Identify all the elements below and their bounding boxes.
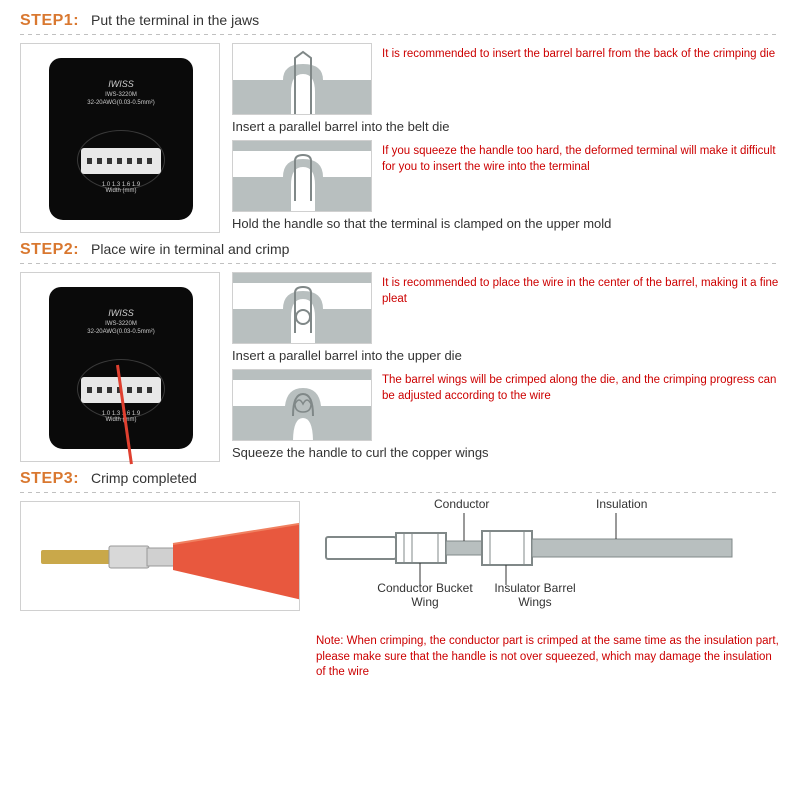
- step2-note-2: The barrel wings will be crimped along t…: [382, 369, 780, 404]
- step1-note-1: It is recommended to insert the barrel b…: [382, 43, 780, 63]
- tool-model: IWS-3220M: [49, 91, 193, 99]
- tool-brand: IWISS: [49, 78, 193, 91]
- tool-width-label: Width (mm): [106, 188, 137, 194]
- step1-diagram-2: [232, 140, 372, 212]
- conductor-diagram: Conductor Insulation Conductor Bucket Wi…: [316, 501, 780, 681]
- step3-label: STEP3:: [20, 470, 79, 488]
- step1-label: STEP1:: [20, 12, 79, 30]
- step2-subtitle: Place wire in terminal and crimp: [91, 241, 289, 257]
- step3-note: Note: When crimping, the conductor part …: [316, 634, 780, 681]
- step2-tool-image: IWISS IWS-3220M 32-20AWG(0.03-0.5mm²) 1.…: [20, 272, 220, 462]
- tool-model2: IWS-3220M: [49, 320, 193, 328]
- step3-subtitle: Crimp completed: [91, 470, 197, 486]
- step3-body: Conductor Insulation Conductor Bucket Wi…: [20, 501, 780, 681]
- step1-subtitle: Put the terminal in the jaws: [91, 12, 259, 28]
- step1-header: STEP1: Put the terminal in the jaws: [20, 12, 780, 30]
- label-barrel-wings: Insulator Barrel Wings: [480, 581, 590, 609]
- tool-brand2: IWISS: [49, 307, 193, 320]
- step2-caption-1: Insert a parallel barrel into the upper …: [232, 348, 780, 363]
- label-bucket-wing: Conductor Bucket Wing: [370, 581, 480, 609]
- step2-note-1: It is recommended to place the wire in t…: [382, 272, 780, 307]
- crimped-wire-image: [20, 501, 300, 611]
- step1-tool-image: IWISS IWS-3220M 32-20AWG(0.03-0.5mm²) 1.…: [20, 43, 220, 233]
- tool-spec: 32-20AWG(0.03-0.5mm²): [49, 99, 193, 107]
- step1-note-2: If you squeeze the handle too hard, the …: [382, 140, 780, 175]
- divider: [20, 34, 780, 35]
- step2-body: IWISS IWS-3220M 32-20AWG(0.03-0.5mm²) 1.…: [20, 272, 780, 464]
- divider: [20, 263, 780, 264]
- step1-diagram-1: [232, 43, 372, 115]
- step1-body: IWISS IWS-3220M 32-20AWG(0.03-0.5mm²) 1.…: [20, 43, 780, 235]
- step2-diagram-2: [232, 369, 372, 441]
- step2-diagram-1: [232, 272, 372, 344]
- step3-header: STEP3: Crimp completed: [20, 470, 780, 488]
- step2-label: STEP2:: [20, 241, 79, 259]
- tool-spec2: 32-20AWG(0.03-0.5mm²): [49, 328, 193, 336]
- label-conductor: Conductor: [434, 497, 489, 511]
- step2-header: STEP2: Place wire in terminal and crimp: [20, 241, 780, 259]
- step1-caption-2: Hold the handle so that the terminal is …: [232, 216, 780, 231]
- step1-caption-1: Insert a parallel barrel into the belt d…: [232, 119, 780, 134]
- label-insulation: Insulation: [596, 497, 647, 511]
- divider: [20, 492, 780, 493]
- step2-caption-2: Squeeze the handle to curl the copper wi…: [232, 445, 780, 460]
